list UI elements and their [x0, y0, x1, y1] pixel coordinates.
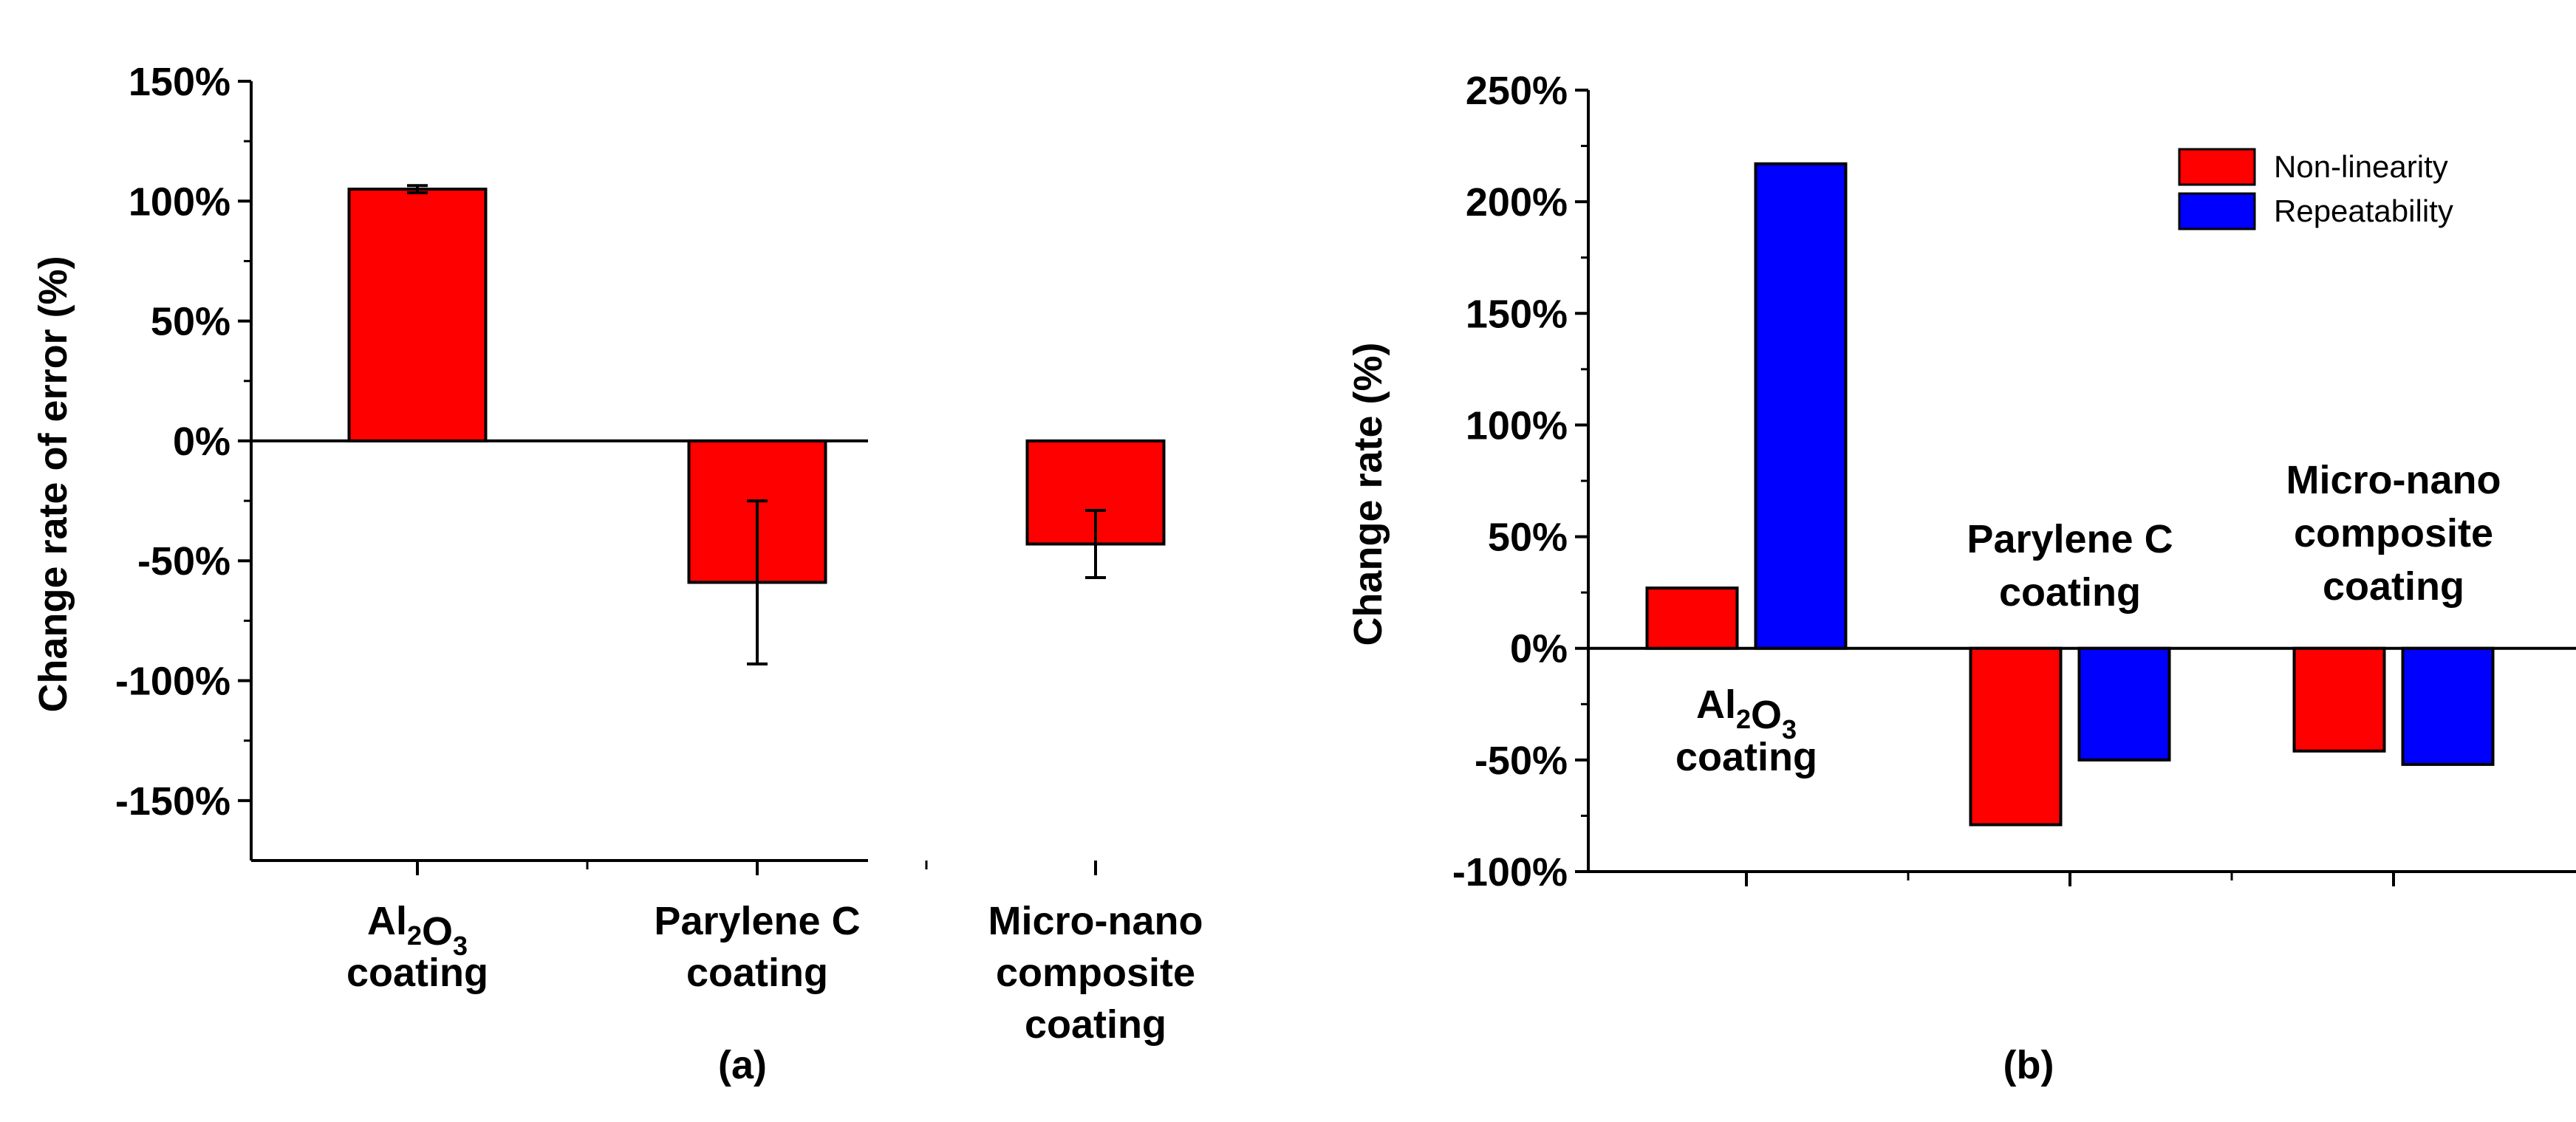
panel-b-chart: 250% 200% 150% 100% 50% 0% -50% -100% Change rat… [1346, 69, 2576, 1087]
category-label: coating [686, 951, 828, 995]
category-label: coating [1999, 570, 2141, 615]
category-label: Parylene C [654, 899, 860, 943]
y-axis-title: Change rate (%) [1346, 342, 1390, 646]
bar [347, 188, 488, 442]
y-tick-label: 50% [1488, 516, 1568, 560]
y-tick-label: -100% [1452, 850, 1568, 894]
legend-label: Repeatability [2274, 194, 2453, 228]
legend-swatch [2178, 192, 2256, 230]
bar [1969, 646, 2063, 827]
category-label: Al2O3 [1696, 683, 1797, 745]
category-label: coating [1025, 1002, 1166, 1047]
category-label: coating [2323, 564, 2464, 609]
y-tick-label: 250% [1466, 69, 1568, 113]
y-tick-label: 50% [151, 300, 230, 344]
bar [1754, 162, 1848, 650]
y-tick-label: -100% [115, 660, 230, 704]
category-label: composite [2294, 511, 2493, 555]
bar [2077, 646, 2171, 762]
category-label: Micro-nano [988, 899, 1203, 943]
bar [2292, 646, 2386, 753]
category-label: coating [346, 951, 488, 995]
y-tick-label: 100% [1466, 403, 1568, 448]
category-label: composite [996, 951, 1195, 995]
y-tick-label: -50% [1475, 739, 1568, 783]
y-tick-label: 150% [1466, 292, 1568, 336]
y-tick-label: 0% [1510, 627, 1568, 671]
legend-swatch [2178, 148, 2256, 186]
panel-label: (a) [718, 1043, 767, 1087]
y-tick-label: -150% [115, 779, 230, 824]
category-label: Al2O3 [367, 899, 468, 961]
bar [2401, 646, 2495, 766]
y-tick-label: 0% [173, 420, 230, 464]
y-tick-label: 150% [129, 60, 230, 104]
y-tick-label: -50% [137, 539, 230, 584]
y-axis-title: Change rate of error (%) [31, 256, 75, 712]
bar [1645, 586, 1739, 650]
panel-label: (b) [2003, 1043, 2054, 1087]
category-label: Parylene C [1967, 517, 2173, 561]
legend-label: Non-linearity [2274, 149, 2448, 184]
category-label: Micro-nano [2286, 458, 2501, 502]
y-tick-label: 100% [129, 179, 230, 224]
panel-a-chart: 150% 100% 50% 0% -50% -100% -150% Change rate o… [31, 60, 1203, 1087]
y-tick-label: 200% [1466, 180, 1568, 225]
category-label: coating [1675, 735, 1817, 779]
